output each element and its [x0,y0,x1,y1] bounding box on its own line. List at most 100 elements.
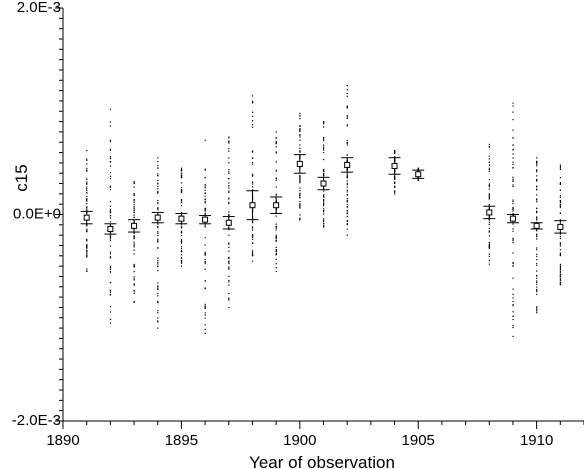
observation-dot [559,195,562,197]
observation-dot [109,161,112,163]
observation-dot [559,243,562,245]
observation-dot [346,139,348,142]
observation-dot [251,183,254,185]
observation-dot [133,235,135,237]
observation-dot [323,218,325,220]
observation-dot [512,102,514,104]
observation-dot [157,292,159,294]
observation-dot [228,234,230,236]
observation-dot [394,186,396,188]
observation-dot [228,190,230,192]
observation-dot [346,84,348,87]
observation-dot [180,224,183,226]
observation-dot [536,270,538,272]
observation-dot [157,202,159,204]
observation-dot [204,253,206,255]
observation-dot [512,208,514,211]
observation-dot [346,172,348,174]
observation-dot [157,190,159,193]
observation-dot [488,204,490,206]
observation-dot [512,318,514,321]
observation-dot [180,169,183,171]
observation-dot [204,253,206,255]
observation-dot [299,178,301,181]
observation-dot [536,160,538,163]
observation-dot [346,186,348,188]
observation-dot [512,305,514,307]
observation-dot [109,165,112,167]
observation-dot [275,234,277,236]
observation-dot [299,187,301,189]
observation-dot [536,211,538,213]
observation-dot [275,146,277,148]
observation-dot [133,206,135,208]
observation-dot [559,204,562,207]
observation-dot [488,255,490,257]
observation-dot [180,240,183,242]
observation-dot [299,128,301,130]
observation-dot [86,247,88,249]
observation-dot [346,116,348,118]
observation-dot [559,267,562,269]
observation-dot [109,238,112,240]
observation-dot [157,191,159,193]
observation-dot [536,218,538,220]
observation-dot [512,199,514,201]
observation-dot [323,225,325,227]
observation-dot [228,268,230,270]
observation-dot [299,134,301,136]
observation-dot [488,168,490,171]
observation-dot [109,125,112,127]
mean-marker [273,202,280,209]
mean-marker [154,214,161,221]
observation-dot [512,303,514,306]
observation-dot [86,229,88,232]
observation-dot [536,288,538,291]
observation-dot [180,248,183,250]
observation-dot [251,251,254,253]
observation-dot [133,253,135,255]
observation-dot [323,137,325,139]
observation-dot [180,250,183,252]
observation-dot [251,150,254,152]
observation-dot [275,253,277,256]
observation-dot [228,262,230,265]
observation-dot [157,223,159,225]
observation-dot [157,207,159,209]
observation-dot [157,227,159,229]
observation-dot [109,281,112,284]
observation-dot [86,195,88,197]
observation-dot [536,230,538,232]
observation-dot [536,247,538,249]
observation-dot [157,182,159,184]
observation-dot [559,165,562,168]
observation-dot [488,223,490,225]
observation-dot [157,203,159,205]
observation-dot [133,284,135,286]
observation-dot [251,238,254,240]
observation-dot [488,170,490,172]
observation-dot [228,178,230,180]
observation-dot [204,244,206,246]
observation-dot [157,225,159,228]
observation-dot [228,306,230,309]
observation-dot [299,180,301,183]
observation-dot [109,186,112,188]
observation-dot [536,281,538,284]
x-tick-label: 1905 [402,432,435,449]
observation-dot [536,310,538,312]
observation-dot [228,298,230,300]
observation-dot [86,245,88,248]
observation-dot [275,240,277,242]
observation-dot [251,157,254,159]
observation-dot [559,167,562,169]
observation-dot [204,187,206,189]
observation-dot [180,261,183,263]
observation-dot [251,161,254,164]
observation-dot [323,122,325,125]
observation-dot [323,126,325,128]
observation-dot [299,204,301,206]
observation-dot [157,247,159,249]
observation-dot [157,320,159,322]
observation-dot [133,276,135,278]
